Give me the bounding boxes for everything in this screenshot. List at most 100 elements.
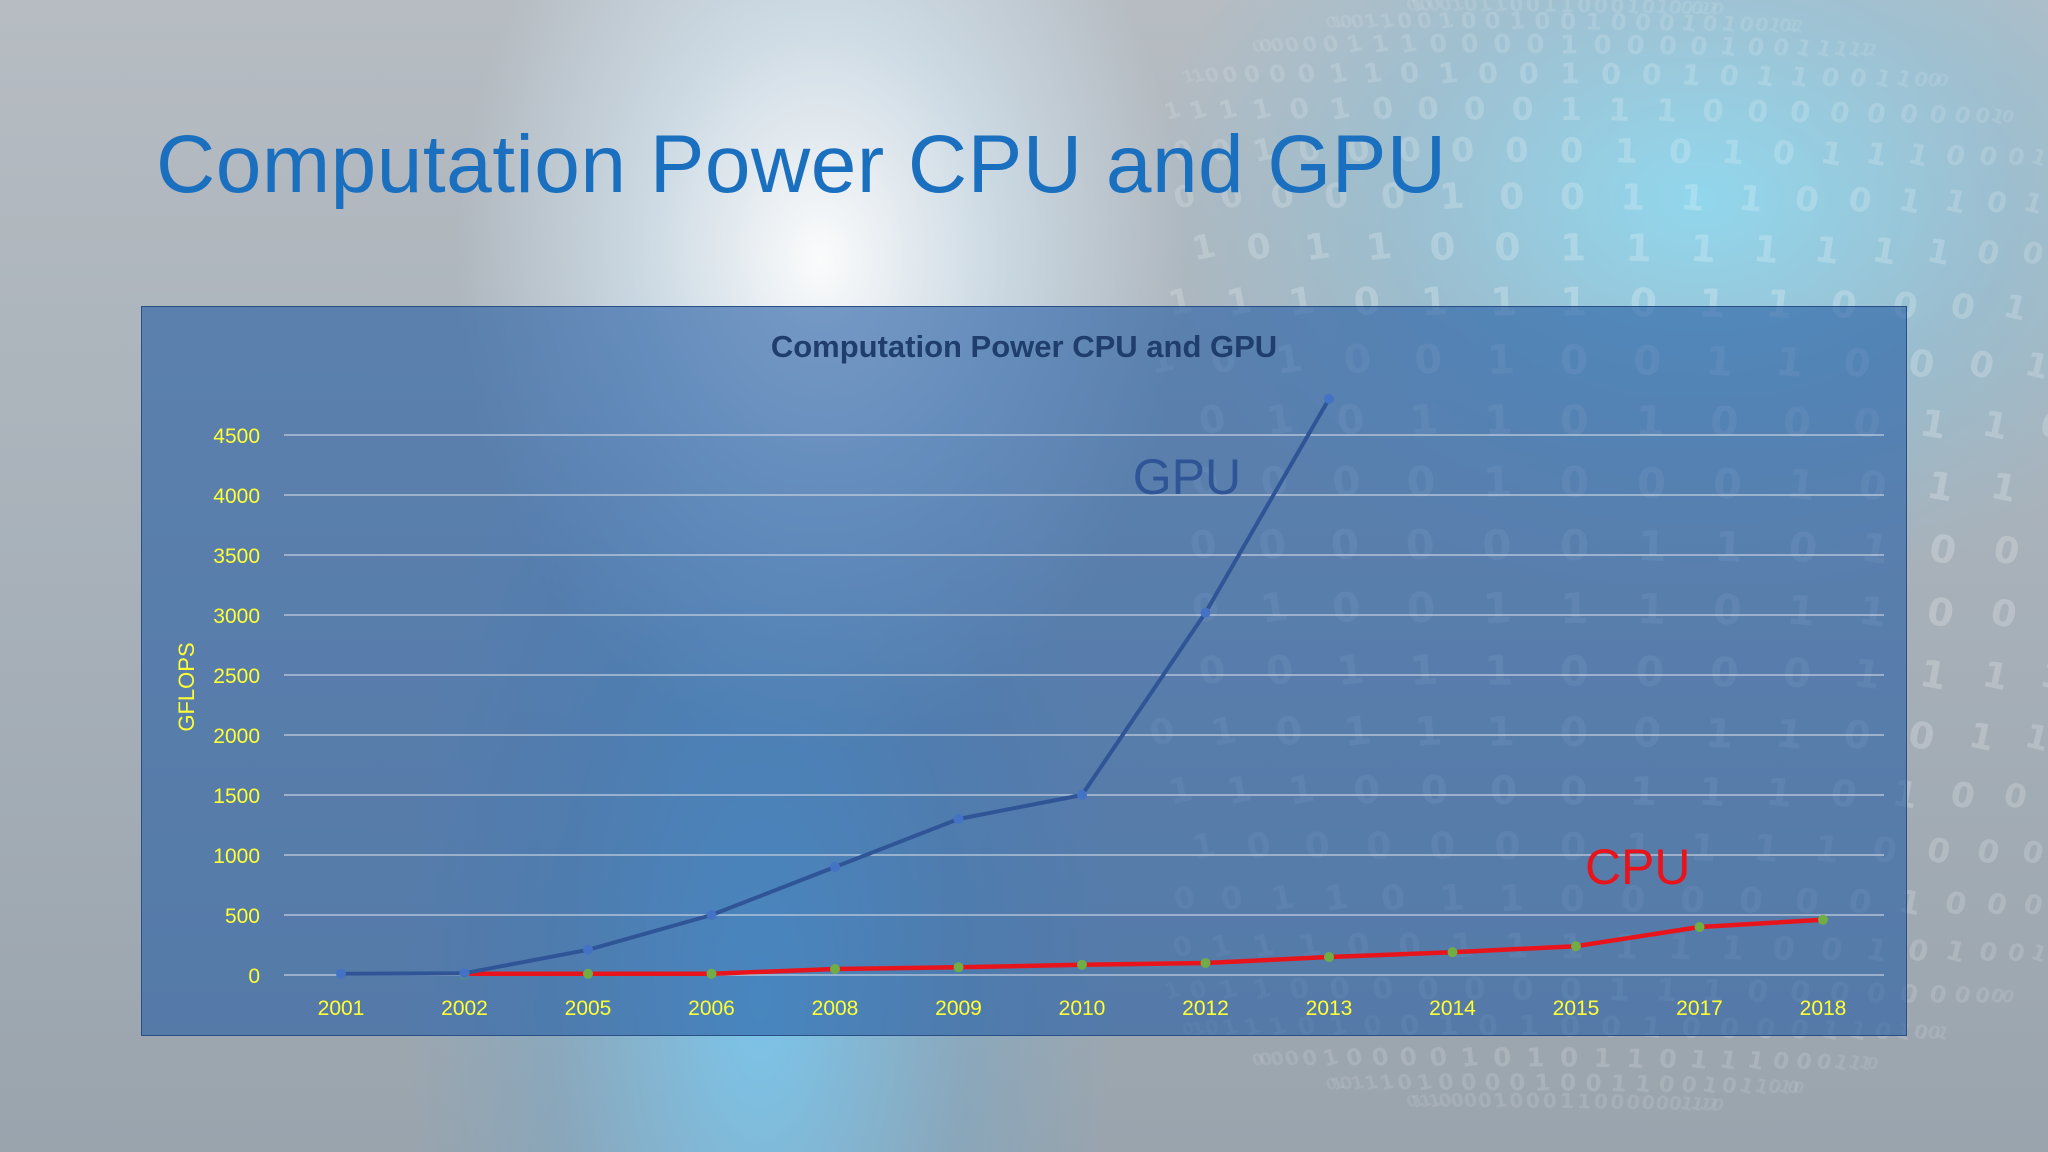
background-digit: 1: [1560, 226, 1586, 270]
background-digit: 1: [1476, 0, 1493, 17]
background-digit: 0: [1972, 982, 1993, 1009]
background-digit: 1: [1577, 1089, 1592, 1113]
background-digit: 0: [1518, 56, 1539, 91]
y-tick-label: 1000: [213, 845, 260, 868]
background-digit: 1: [2028, 940, 2048, 968]
background-digit: 0: [1459, 1069, 1478, 1097]
data-point-gpu: [1077, 790, 1087, 800]
background-digit: 1: [1863, 136, 1891, 175]
x-tick-label: 2009: [935, 997, 982, 1020]
chart-area: Computation Power CPU and GPU GFLOPS 0 50…: [141, 306, 1907, 1036]
background-digit: 0: [1404, 1090, 1421, 1112]
background-digit: 1: [1688, 1094, 1705, 1117]
background-digit: 1: [1364, 224, 1394, 270]
x-tick-label: 2010: [1059, 997, 1106, 1020]
background-digit: 1: [1765, 14, 1784, 38]
background-digit: 0: [1244, 226, 1275, 270]
background-digit: 0: [1344, 1044, 1366, 1073]
background-digit: 1: [1942, 935, 1968, 970]
background-digit: 1: [1329, 11, 1346, 33]
background-digit: 0: [1934, 70, 1951, 92]
background-digit: 0: [1653, 1091, 1670, 1115]
background-digit: 1: [2036, 655, 2048, 699]
background-digit: 0: [1947, 774, 1979, 818]
background-digit: 0: [1999, 106, 2017, 129]
chart-title: Computation Power CPU and GPU: [771, 329, 1277, 364]
background-digit: 1: [1625, 0, 1642, 19]
background-digit: 0: [1219, 60, 1241, 88]
background-digit: 0: [1737, 11, 1757, 38]
background-digit: 0: [1241, 60, 1263, 89]
background-digit: 1: [2028, 144, 2048, 172]
line-chart: Computation Power CPU and GPU GFLOPS 0 50…: [174, 329, 1884, 1020]
background-digit: 1: [1361, 57, 1385, 91]
background-digit: 1: [1719, 11, 1739, 38]
background-digit: 0: [1905, 933, 1932, 970]
background-digit: 1: [1361, 1070, 1380, 1096]
background-digit: 1: [1751, 227, 1781, 273]
background-digit: 0: [1999, 986, 2017, 1009]
background-digit: 0: [1459, 28, 1480, 60]
background-digit: 0: [1577, 0, 1592, 18]
background-digit: 1: [1812, 229, 1842, 273]
background-digit: 1: [1987, 464, 2021, 511]
background-digit: 0: [1257, 35, 1275, 58]
background-digit: 0: [2036, 405, 2048, 449]
background-digit: 0: [1625, 30, 1645, 61]
background-digit: 0: [1508, 1089, 1524, 1113]
background-digit: 1: [1831, 36, 1851, 62]
background-digit: 0: [1338, 1073, 1356, 1096]
background-digit: 0: [1249, 35, 1266, 57]
background-digit: 1: [1585, 9, 1602, 36]
background-digit: 1: [1717, 31, 1739, 63]
background-digit: 0: [1560, 177, 1585, 218]
x-tick-labels: 2001 2002 2005 2006 2008 2009 2010 2012 2013 2014…: [318, 997, 1847, 1020]
background-digit: 0: [1983, 886, 2011, 923]
background-digit: 1: [1720, 132, 1747, 172]
background-digit: 1: [1302, 225, 1332, 269]
data-point-cpu: [583, 968, 593, 979]
background-digit: 0: [1323, 1074, 1339, 1095]
data-point-gpu: [583, 944, 593, 955]
background-digit: 1: [1979, 654, 2012, 699]
background-digit: 1: [1717, 1044, 1739, 1076]
background-digit: 0: [1640, 0, 1657, 19]
y-tick-label: 3000: [213, 605, 260, 628]
background-digit: 0: [1924, 1021, 1943, 1045]
background-digit: 1: [1188, 225, 1219, 268]
background-digit: 0: [1793, 1048, 1814, 1076]
y-tick-label: 4500: [213, 425, 260, 448]
background-digit: 1: [1608, 92, 1631, 129]
background-digit: 1: [1560, 30, 1578, 60]
data-point-cpu: [706, 968, 717, 979]
background-digit: 0: [1404, 0, 1421, 16]
background-digit: 1: [1526, 1043, 1545, 1074]
data-point-gpu: [459, 968, 470, 979]
data-point-gpu: [706, 910, 717, 920]
background-digit: 0: [1641, 58, 1663, 92]
background-digit: 0: [1924, 589, 1958, 637]
background-digit: 0: [1634, 9, 1653, 37]
background-digit: 1: [1924, 463, 1958, 511]
background-digit: 1: [1941, 183, 1970, 222]
background-digit: 0: [1395, 7, 1415, 34]
background-digit: 1: [1934, 1022, 1951, 1044]
background-digit: 0: [1926, 99, 1950, 131]
background-digit: 1: [1377, 1069, 1397, 1096]
background-digit: 1: [1655, 92, 1679, 130]
background-digit: 0: [1947, 285, 1979, 329]
data-point-gpu: [953, 814, 964, 824]
background-digit: 0: [1923, 829, 1954, 872]
background-digit: 0: [1415, 8, 1435, 36]
background-digit: 1: [1818, 135, 1846, 174]
background-digit: 0: [1437, 0, 1455, 17]
background-digit: 1: [1679, 11, 1698, 38]
background-digit: 0: [1609, 0, 1625, 18]
background-digit: 1: [1700, 1072, 1720, 1100]
background-digit: 0: [1770, 1047, 1792, 1076]
background-digit: 1: [1437, 56, 1460, 91]
data-point-cpu: [1200, 958, 1211, 968]
background-digit: 0: [2019, 833, 2048, 871]
background-digit: 1: [1737, 178, 1765, 220]
background-digit: 0: [1701, 93, 1726, 130]
